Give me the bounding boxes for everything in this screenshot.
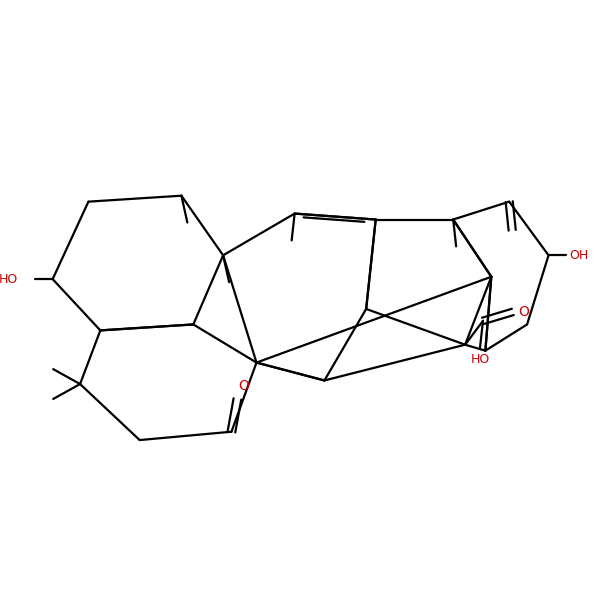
Text: O: O [518, 305, 529, 319]
Text: O: O [238, 379, 249, 393]
Text: HO: HO [0, 272, 18, 286]
Text: OH: OH [569, 249, 589, 262]
Text: HO: HO [470, 353, 490, 366]
